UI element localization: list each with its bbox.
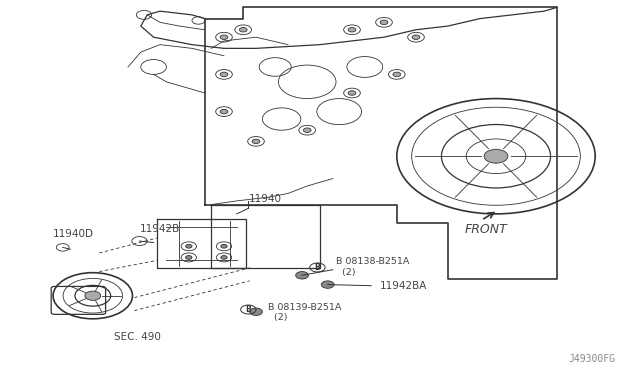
- Circle shape: [221, 244, 227, 248]
- Circle shape: [348, 28, 356, 32]
- Circle shape: [348, 91, 356, 95]
- Text: 11942BA: 11942BA: [380, 282, 427, 291]
- Circle shape: [220, 72, 228, 77]
- Circle shape: [380, 20, 388, 25]
- Circle shape: [296, 272, 308, 279]
- Text: B: B: [246, 305, 251, 314]
- Circle shape: [220, 35, 228, 39]
- Circle shape: [252, 139, 260, 144]
- Text: 11942B: 11942B: [140, 224, 180, 234]
- Circle shape: [321, 281, 334, 288]
- Circle shape: [186, 256, 192, 259]
- Text: SEC. 490: SEC. 490: [114, 332, 161, 341]
- Text: B: B: [315, 263, 320, 272]
- Text: J49300FG: J49300FG: [568, 354, 615, 364]
- Circle shape: [186, 244, 192, 248]
- Circle shape: [220, 109, 228, 114]
- Circle shape: [484, 149, 508, 163]
- Circle shape: [239, 28, 247, 32]
- Text: 11940D: 11940D: [52, 229, 93, 238]
- Text: FRONT: FRONT: [465, 224, 508, 236]
- Circle shape: [393, 72, 401, 77]
- Text: B 08138-B251A
  (2): B 08138-B251A (2): [336, 257, 410, 277]
- Circle shape: [412, 35, 420, 39]
- Circle shape: [250, 308, 262, 315]
- Text: B 08139-B251A
  (2): B 08139-B251A (2): [268, 303, 341, 322]
- Circle shape: [221, 256, 227, 259]
- Circle shape: [303, 128, 311, 132]
- Text: 11940: 11940: [248, 194, 282, 204]
- Circle shape: [85, 291, 100, 300]
